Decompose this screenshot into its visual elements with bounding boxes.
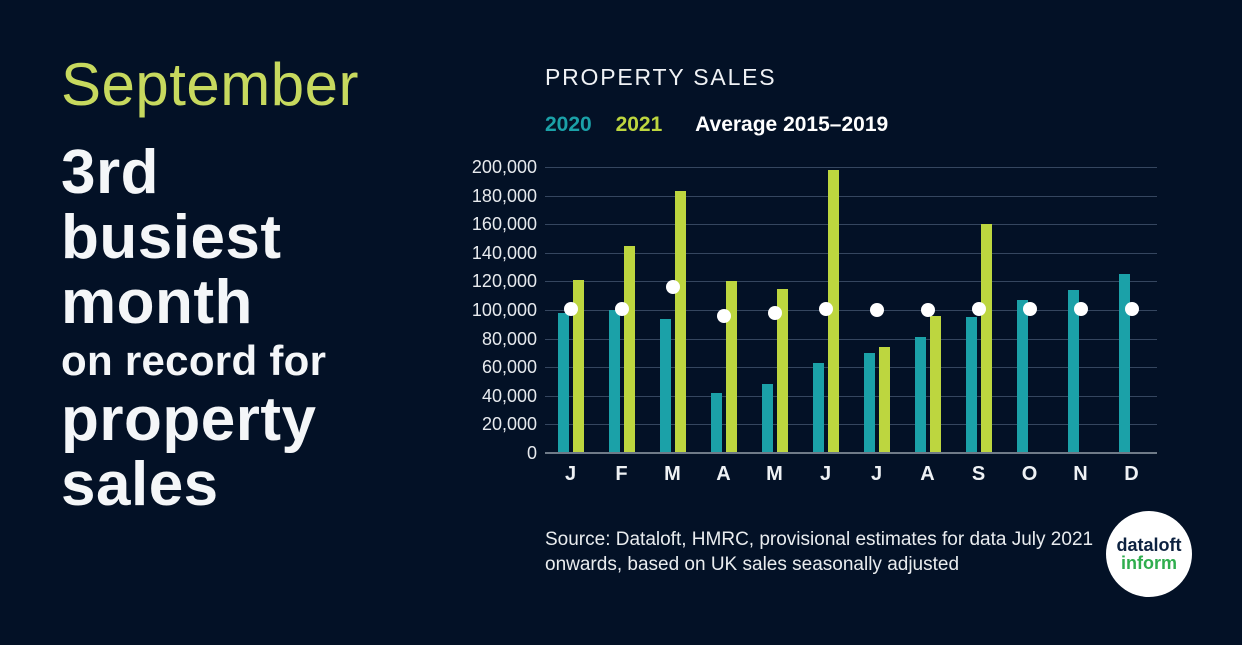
headline-line-on-record: on record for <box>61 337 327 384</box>
bar-2021 <box>776 288 788 453</box>
logo-text-dataloft: dataloft <box>1116 535 1182 555</box>
bar-2020 <box>659 318 671 453</box>
headline-line-property: property <box>61 385 317 454</box>
y-axis-label: 100,000 <box>471 300 537 320</box>
bar-2020 <box>1118 274 1130 453</box>
chart-title: PROPERTY SALES <box>545 64 777 90</box>
bar-2020 <box>914 337 926 453</box>
bar-2021 <box>827 169 839 453</box>
source-note: Source: Dataloft, HMRC, provisional esti… <box>545 527 1120 577</box>
average-dot <box>665 280 680 295</box>
y-axis-label: 20,000 <box>481 414 537 435</box>
x-axis-label: M <box>766 463 783 485</box>
average-dot <box>971 301 986 316</box>
bar-2020 <box>1016 300 1028 453</box>
y-axis-label: 40,000 <box>481 385 537 406</box>
x-axis-label: M <box>664 463 681 485</box>
gridline <box>545 252 1157 254</box>
bar-2020 <box>761 384 773 453</box>
logo-text-inform: inform <box>1121 553 1177 573</box>
x-axis-label: S <box>971 463 986 485</box>
average-dot <box>716 308 731 323</box>
bar-2021 <box>623 245 635 453</box>
y-axis-label: 180,000 <box>471 185 537 206</box>
x-axis-label: F <box>615 463 628 485</box>
gridline <box>545 195 1157 197</box>
y-axis-label: 200,000 <box>471 157 537 177</box>
bar-2021 <box>929 315 941 453</box>
x-axis-label: J <box>870 463 883 485</box>
headline-line-busiest: busiest <box>61 203 282 272</box>
average-dot <box>614 301 629 316</box>
gridline <box>545 424 1157 426</box>
gridline <box>545 224 1157 226</box>
legend-item-2020: 2020 <box>545 113 592 136</box>
legend-item-2021: 2021 <box>615 113 663 136</box>
y-axis-label: 140,000 <box>471 242 537 263</box>
average-dot <box>869 303 884 317</box>
bar-2021 <box>674 191 686 453</box>
average-dot <box>1124 301 1139 316</box>
dataloft-inform-logo: dataloft inform <box>1106 511 1192 597</box>
chart-legend: 2020 2021 Average 2015–2019 <box>545 113 888 137</box>
source-note-line1: Source: Dataloft, HMRC, provisional esti… <box>545 529 1094 550</box>
y-axis-label: 120,000 <box>471 271 537 292</box>
bar-2020 <box>1067 289 1079 453</box>
bar-2021 <box>572 279 584 453</box>
plot-area: 0 20,000 40,000 60,000 80,000 100,000 120,000 1… <box>472 157 1157 485</box>
y-axis-label: 0 <box>526 443 537 463</box>
bar-2020 <box>965 317 977 453</box>
gridline <box>545 338 1157 340</box>
x-axis-label: A <box>716 463 731 485</box>
x-axis-label: A <box>920 463 935 485</box>
average-dot <box>563 301 578 316</box>
bar-2020 <box>812 362 824 453</box>
headline-line-month: month <box>61 268 253 337</box>
x-axis-label: J <box>564 463 577 485</box>
headline-month-word: September <box>61 51 359 118</box>
bar-2020 <box>557 312 569 453</box>
y-axis-label: 60,000 <box>481 357 537 378</box>
bar-2020 <box>608 310 620 453</box>
bar-2021 <box>980 224 992 453</box>
x-axis-label: J <box>819 463 832 485</box>
legend-item-average: Average 2015–2019 <box>695 113 889 136</box>
headline-line-sales: sales <box>61 450 219 519</box>
bar-2021 <box>725 281 737 453</box>
headline-line-3rd: 3rd <box>61 138 159 207</box>
y-axis-label: 160,000 <box>471 214 537 235</box>
x-axis-label: N <box>1073 463 1088 485</box>
gridline <box>545 310 1157 311</box>
x-axis-label: O <box>1021 463 1038 485</box>
headline-block: September 3rd busiest month on record fo… <box>61 51 481 519</box>
source-note-line2: onwards, based on UK sales seasonally ad… <box>545 554 960 575</box>
bar-2020 <box>863 352 875 453</box>
gridline <box>545 167 1157 168</box>
average-dot <box>818 301 833 316</box>
average-dot <box>1073 301 1088 316</box>
gridline <box>545 281 1157 283</box>
bar-2021 <box>878 347 890 453</box>
bar-2020 <box>710 392 722 453</box>
x-axis-baseline <box>545 452 1157 454</box>
average-dot <box>920 303 935 317</box>
x-axis-label: D <box>1124 463 1139 485</box>
y-axis-label: 80,000 <box>481 328 537 349</box>
gridline <box>545 395 1157 397</box>
gridline <box>545 367 1157 369</box>
average-dot <box>767 305 782 320</box>
average-dot <box>1022 301 1037 316</box>
